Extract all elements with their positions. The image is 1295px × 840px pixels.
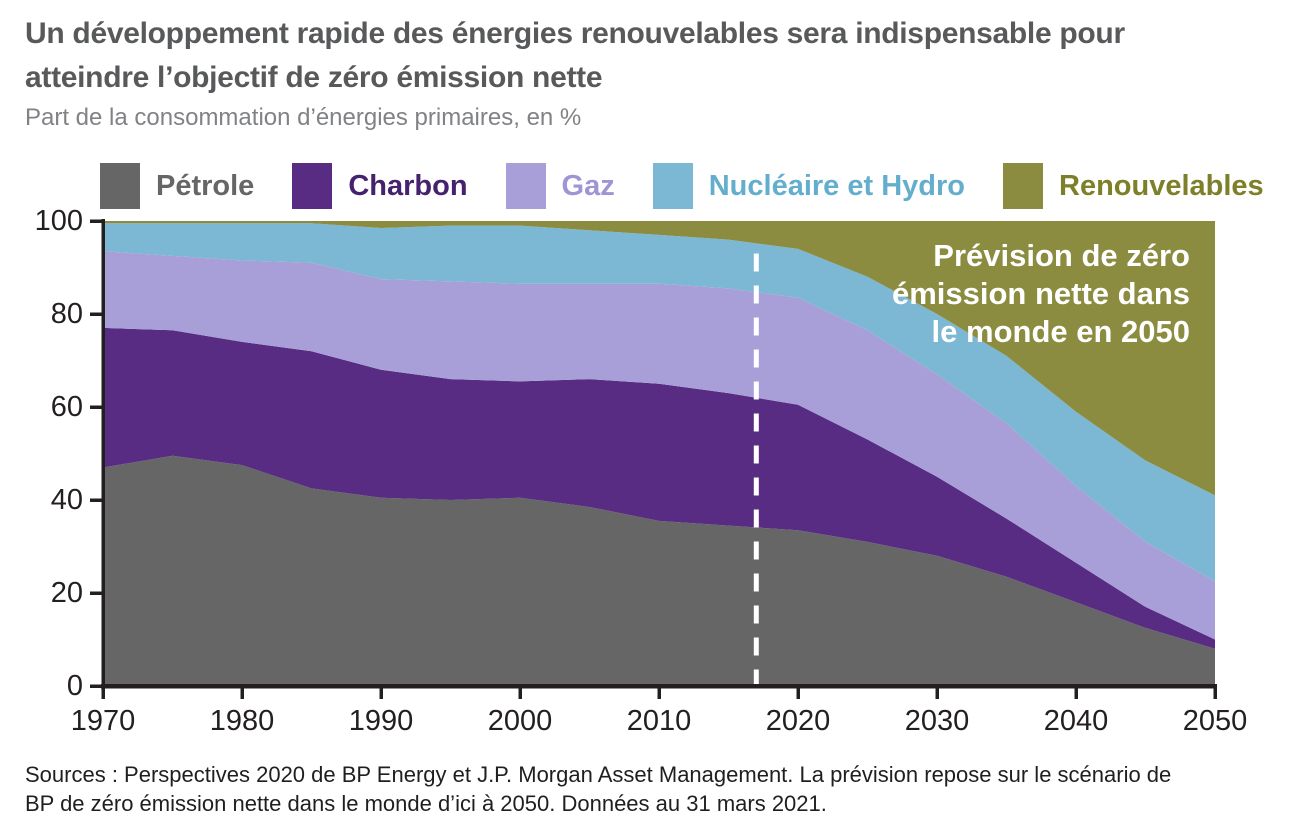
y-tick-label-40: 40 — [50, 484, 83, 516]
x-tick-label-2010: 2010 — [626, 705, 692, 737]
legend-item-gaz: Gaz — [505, 163, 615, 209]
y-tick-label-20: 20 — [50, 577, 83, 609]
x-tick-label-2020: 2020 — [765, 705, 831, 737]
legend-swatch-renouvelables — [1003, 163, 1043, 209]
x-tick-label-1970: 1970 — [70, 705, 136, 737]
sources-line-2: BP de zéro émission nette dans le monde … — [25, 791, 827, 816]
forecast-annotation: Prévision de zéro émission nette dans le… — [892, 237, 1190, 351]
area-charbon — [103, 327, 1215, 649]
legend-item-nucleaire-et-hydro: Nucléaire et Hydro — [652, 163, 965, 209]
legend-swatch-gaz — [505, 163, 546, 209]
x-tick-label-1980: 1980 — [209, 705, 275, 737]
stacked-area-chart — [90, 219, 1217, 699]
legend-item-renouvelables: Renouvelables — [1003, 163, 1264, 209]
sources-line-1: Sources : Perspectives 2020 de BP Energy… — [25, 762, 1172, 787]
x-tick-label-2000: 2000 — [487, 705, 553, 737]
x-tick-label-2040: 2040 — [1043, 705, 1109, 737]
y-tick-label-100: 100 — [34, 205, 83, 237]
legend-label-petrole: Pétrole — [156, 169, 255, 202]
annotation-line-2: émission nette dans — [891, 276, 1190, 311]
legend-item-petrole: Pétrole — [100, 163, 254, 209]
title-line-1: Un développement rapide des énergies ren… — [25, 17, 1125, 50]
area-nucleaire-et-hydro — [103, 223, 1215, 582]
y-tick-label-80: 80 — [50, 298, 83, 330]
x-tick-label-2030: 2030 — [904, 705, 970, 737]
y-tick-label-0: 0 — [66, 670, 83, 702]
legend-label-renouvelables: Renouvelables — [1059, 169, 1264, 202]
area-gaz — [103, 251, 1215, 640]
legend-swatch-nucleaire-et-hydro — [652, 163, 693, 209]
sources-note: Sources : Perspectives 2020 de BP Energy… — [25, 760, 1285, 818]
legend-swatch-petrole — [100, 163, 140, 209]
page-title: Un développement rapide des énergies ren… — [25, 12, 1275, 100]
chart-plot: 0 20 40 60 80 100 1970 1980 1990 2000 2010 2020 203… — [35, 205, 1248, 737]
area-petrole — [103, 455, 1215, 686]
legend-item-charbon: Charbon — [292, 163, 468, 209]
legend-label-gaz: Gaz — [561, 169, 615, 202]
area-renouvelables — [103, 221, 1215, 496]
chart-subtitle: Part de la consommation d’énergies prima… — [25, 104, 582, 131]
y-tick-label-60: 60 — [50, 391, 83, 423]
annotation-line-3: le monde en 2050 — [931, 314, 1190, 349]
legend-label-charbon: Charbon — [348, 169, 468, 202]
legend-label-nucleaire-et-hydro: Nucléaire et Hydro — [708, 169, 965, 202]
x-tick-label-1990: 1990 — [348, 705, 414, 737]
title-line-2: atteindre l’objectif de zéro émission ne… — [25, 61, 603, 94]
annotation-line-1: Prévision de zéro — [933, 238, 1190, 273]
legend-swatch-charbon — [292, 163, 333, 209]
x-tick-label-2050: 2050 — [1182, 705, 1248, 737]
legend: Pétrole Charbon Gaz Nucléaire et Hydro Renou… — [100, 162, 1264, 210]
